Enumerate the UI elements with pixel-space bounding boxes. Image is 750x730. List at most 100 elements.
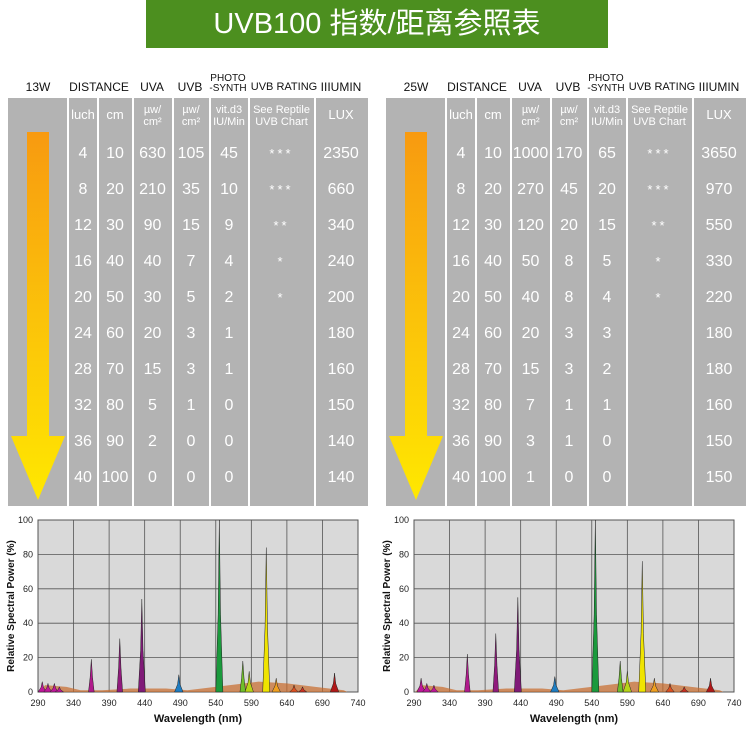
vitd3-cell: 2 <box>224 289 234 306</box>
rating-cell: ** <box>651 218 668 233</box>
rating-cell <box>626 396 693 416</box>
x-tick-label: 590 <box>620 698 635 708</box>
cm-cell: 70 <box>484 361 502 378</box>
y-tick-label: 80 <box>399 549 409 559</box>
rating-cell <box>626 360 693 380</box>
lux-cell: 150 <box>705 469 733 486</box>
spectral-peak <box>514 597 522 693</box>
wattage-header: 25W <box>403 80 429 94</box>
uva-cell: 3 <box>526 433 535 450</box>
uva-cell: 1 <box>526 469 535 486</box>
spectral-peak <box>88 659 95 693</box>
vit-unit-line2: IU/Min <box>213 116 245 128</box>
distance-arrow-icon <box>11 132 65 500</box>
inch-cell: 12 <box>74 217 92 234</box>
x-tick-label: 690 <box>691 698 706 708</box>
lux-cell: 3650 <box>701 145 737 162</box>
uva-unit-line2: cm² <box>521 116 540 128</box>
uvb-cell: 3 <box>186 325 196 342</box>
uva-cell: 270 <box>517 181 544 198</box>
cm-cell: 90 <box>484 433 502 450</box>
uvb-cell: 15 <box>182 217 200 234</box>
cm-cell: 50 <box>484 289 502 306</box>
y-tick-label: 100 <box>18 515 33 525</box>
spectral-peak <box>271 678 281 693</box>
lux-cell: 970 <box>705 181 733 198</box>
x-tick-label: 540 <box>584 698 599 708</box>
uva-cell: 40 <box>143 253 162 270</box>
y-axis-label: Relative Spectral Power (%) <box>382 540 393 672</box>
uvb-cell: 105 <box>177 145 205 162</box>
vitd3-cell: 0 <box>602 469 612 486</box>
rating-cell: * <box>655 290 664 305</box>
rating-cell: * <box>277 254 286 269</box>
uva-unit: µw/cm² <box>510 104 551 128</box>
y-tick-label: 40 <box>399 618 409 628</box>
spectral-peak <box>262 547 271 693</box>
lux-cell: 220 <box>705 289 733 306</box>
uvb-unit-line2: cm² <box>181 116 201 128</box>
rating-cell: ** <box>273 218 290 233</box>
inch-cell: 32 <box>452 397 470 414</box>
photo-header-line1: PHOTO <box>210 73 246 84</box>
vitd3-cell: 2 <box>602 361 612 378</box>
x-tick-label: 640 <box>279 698 294 708</box>
uva-unit-line1: µw/ <box>143 104 162 116</box>
plot-area <box>37 519 359 693</box>
uvb-cell: 5 <box>186 289 196 306</box>
cm-cell: 10 <box>484 145 502 162</box>
uva-cell: 120 <box>517 217 544 234</box>
spectral-peak <box>591 519 600 693</box>
y-axis-label: Relative Spectral Power (%) <box>6 540 17 672</box>
y-tick-label: 60 <box>23 584 33 594</box>
see-chart-line1: See Reptile <box>631 104 688 116</box>
uvb-cell: 170 <box>555 145 583 162</box>
uvb-header: UVB <box>555 80 581 94</box>
vitd3-cell: 9 <box>224 217 234 234</box>
uva-cell: 1000 <box>512 145 549 162</box>
spectral-peak <box>679 686 690 693</box>
spectral-peak <box>638 561 647 693</box>
rating-cell: * <box>655 254 664 269</box>
vitd3-cell: 0 <box>224 469 234 486</box>
cm-cell: 80 <box>484 397 502 414</box>
cm-cell: 60 <box>484 325 502 342</box>
inch-subheader: luch <box>449 107 473 122</box>
inch-cell: 36 <box>74 433 92 450</box>
uvb-cell: 45 <box>560 181 578 198</box>
vitd3-cell: 65 <box>598 145 616 162</box>
cm-subheader: cm <box>106 107 124 122</box>
x-tick-label: 640 <box>655 698 670 708</box>
vitd3-cell: 0 <box>224 397 234 414</box>
y-tick-label: 20 <box>399 653 409 663</box>
inch-cell: 32 <box>74 397 92 414</box>
spectral-peak <box>244 671 254 693</box>
cm-cell: 100 <box>479 469 507 486</box>
inch-cell: 28 <box>74 361 92 378</box>
vit-unit-line1: vit.d3 <box>215 104 243 116</box>
uva-cell: 90 <box>143 217 162 234</box>
rating-cell: *** <box>269 146 294 161</box>
spectral-peak <box>665 683 675 693</box>
spectral-peak <box>138 599 146 693</box>
rating-cell <box>248 468 315 488</box>
vitd3-cell: 20 <box>598 181 616 198</box>
rating-cell: * <box>277 290 286 305</box>
inch-cell: 20 <box>74 289 92 306</box>
spectral-peak <box>492 633 499 693</box>
rating-cell: *** <box>269 182 294 197</box>
distance-header: DISTANCE <box>447 80 507 94</box>
vit-unit-line1: vit.d3 <box>593 104 621 116</box>
rating-cell: *** <box>647 146 672 161</box>
x-tick-label: 390 <box>102 698 117 708</box>
lux-cell: 180 <box>327 325 355 342</box>
uva-cell: 20 <box>143 325 162 342</box>
lux-cell: 140 <box>327 433 355 450</box>
cm-subheader: cm <box>484 107 502 122</box>
x-tick-label: 490 <box>173 698 188 708</box>
uva-cell: 2 <box>148 433 157 450</box>
uvb-cell: 8 <box>564 253 574 270</box>
rating-cell <box>248 324 315 344</box>
lux-cell: 240 <box>327 253 355 270</box>
uvb-cell: 1 <box>186 397 196 414</box>
